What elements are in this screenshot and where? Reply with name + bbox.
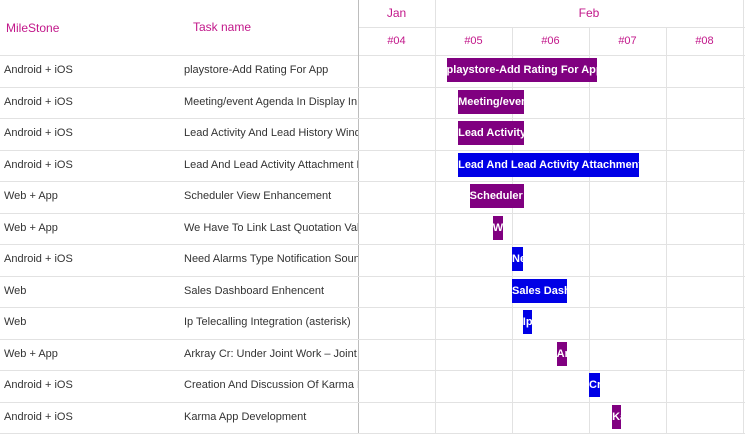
milestone-cell: Web + App <box>4 347 58 360</box>
milestone-cell: Android + iOS <box>4 379 73 391</box>
milestone-cell: Android + iOS <box>4 253 73 265</box>
task-bar[interactable]: playstore-Add Rating For App <box>446 58 597 82</box>
milestone-cell: Web <box>4 316 27 328</box>
task-bar[interactable]: Lead Activity And Lead History Window <box>458 121 524 145</box>
row-divider <box>0 307 745 308</box>
month-divider <box>743 0 744 27</box>
task-name-cell: Ip Telecalling Integration (asterisk) <box>184 316 351 328</box>
milestone-cell: Web + App <box>4 190 58 202</box>
task-bar[interactable]: Meeting/event Agenda In Display In Dashb… <box>458 89 524 114</box>
task-name-cell: We Have To Link Last Quotation Value <box>184 221 358 234</box>
week-header: #06 <box>541 35 560 47</box>
week-header: #08 <box>695 35 714 47</box>
milestone-cell: Web <box>4 284 27 297</box>
week-gridline <box>512 27 513 434</box>
row-divider <box>0 149 745 151</box>
week-gridline <box>743 27 744 434</box>
row-divider <box>0 86 745 88</box>
week-header: #05 <box>464 35 483 47</box>
task-name-cell: Karma App Development <box>184 410 307 423</box>
row-divider <box>0 338 745 340</box>
task-name-cell: Creation And Discussion Of Karma Points <box>184 379 358 391</box>
task-name-cell: Lead Activity And Lead History Window <box>184 127 358 139</box>
week-header: #07 <box>618 35 637 47</box>
task-bar[interactable]: We Have To Link Last Quotation Value <box>492 215 503 240</box>
milestone-cell: Android + iOS <box>4 95 73 108</box>
week-header: #04 <box>387 35 406 47</box>
task-name-cell: Scheduler View Enhancement <box>184 190 332 202</box>
milestone-cell: Android + iOS <box>4 64 73 76</box>
row-divider <box>0 118 745 119</box>
month-divider <box>435 0 436 27</box>
timeline-left-border <box>358 0 359 434</box>
task-name-cell: Lead And Lead Activity Attachment Requir… <box>184 158 358 171</box>
row-divider <box>0 244 745 245</box>
task-name-cell: playstore-Add Rating For App <box>184 64 329 76</box>
task-bar[interactable]: Creation And Discussion Of Karma Points <box>589 373 600 397</box>
row-divider <box>0 181 745 182</box>
row-divider <box>0 275 745 277</box>
milestone-cell: Android + iOS <box>4 410 73 423</box>
header-divider <box>0 55 745 56</box>
milestone-cell: Android + iOS <box>4 127 73 139</box>
week-gridline <box>589 27 590 434</box>
month-header: Jan <box>386 6 407 20</box>
milestone-cell: Android + iOS <box>4 158 73 171</box>
task-bar[interactable]: Need Alarms Type Notification Sound <box>512 247 523 271</box>
task-name-cell: Meeting/event Agenda In Display In Dashb… <box>184 95 358 108</box>
task-bar[interactable]: Lead And Lead Activity Attachment Requir… <box>458 152 640 177</box>
task-bar[interactable]: Ip Telecalling Integration (asterisk) <box>522 310 532 334</box>
row-divider <box>0 212 745 214</box>
task-bar[interactable]: Arkray Cr: Under Joint Work – Joint Work <box>556 341 567 366</box>
week-gridline <box>435 27 436 434</box>
milestone-column-header[interactable]: MileStone <box>6 21 60 35</box>
week-gridline <box>666 27 667 434</box>
month-week-divider <box>358 27 745 28</box>
task-bar[interactable]: Sales Dashboard Enhencent <box>512 278 567 303</box>
row-divider <box>0 401 745 403</box>
task-column-header[interactable]: Task name <box>193 20 252 34</box>
task-name-cell: Sales Dashboard Enhencent <box>184 284 325 297</box>
task-name-cell: Arkray Cr: Under Joint Work – Joint Work <box>184 347 358 360</box>
task-bar[interactable]: Karma App Development <box>612 404 622 429</box>
task-bar[interactable]: Scheduler View Enhancement <box>469 184 524 208</box>
row-divider <box>0 370 745 371</box>
task-name-cell: Need Alarms Type Notification Sound <box>184 253 358 265</box>
month-header: Feb <box>578 6 600 20</box>
milestone-cell: Web + App <box>4 221 58 234</box>
